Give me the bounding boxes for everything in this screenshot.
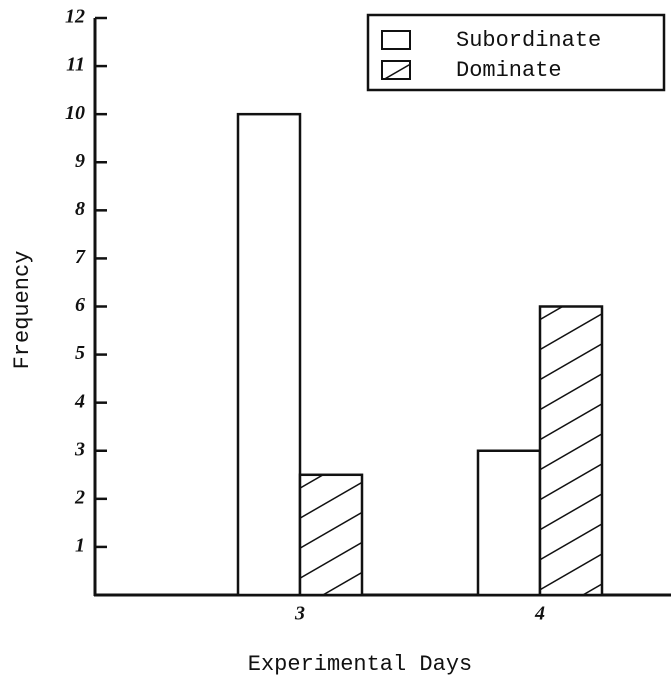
y-tick-label: 7 — [75, 246, 86, 268]
bar — [298, 473, 364, 597]
y-tick-label: 5 — [75, 342, 85, 364]
x-axis-label: Experimental Days — [248, 652, 472, 677]
y-tick-label: 11 — [66, 54, 85, 76]
bar — [236, 112, 302, 597]
x-tick-label: 4 — [534, 603, 545, 625]
legend — [366, 13, 666, 92]
legend-swatch — [381, 60, 411, 80]
bar — [476, 449, 542, 597]
y-tick-label: 6 — [75, 294, 85, 316]
y-tick-label: 10 — [65, 102, 85, 124]
bar — [538, 305, 604, 597]
y-axis-label: Frequency — [10, 251, 35, 370]
y-tick-label: 2 — [74, 486, 85, 508]
legend-label: Subordinate — [456, 28, 601, 53]
y-tick-label: 8 — [75, 198, 85, 220]
y-tick-label: 9 — [75, 150, 85, 172]
y-tick-label: 12 — [65, 6, 85, 28]
y-tick-label: 4 — [74, 390, 85, 412]
y-tick-label: 3 — [74, 438, 85, 460]
legend-swatch — [381, 30, 411, 50]
legend-label: Dominate — [456, 58, 562, 83]
x-tick-label: 3 — [294, 603, 305, 625]
y-tick-label: 1 — [75, 535, 85, 557]
